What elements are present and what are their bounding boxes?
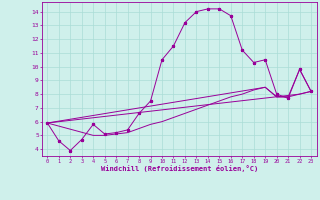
X-axis label: Windchill (Refroidissement éolien,°C): Windchill (Refroidissement éolien,°C) xyxy=(100,165,258,172)
